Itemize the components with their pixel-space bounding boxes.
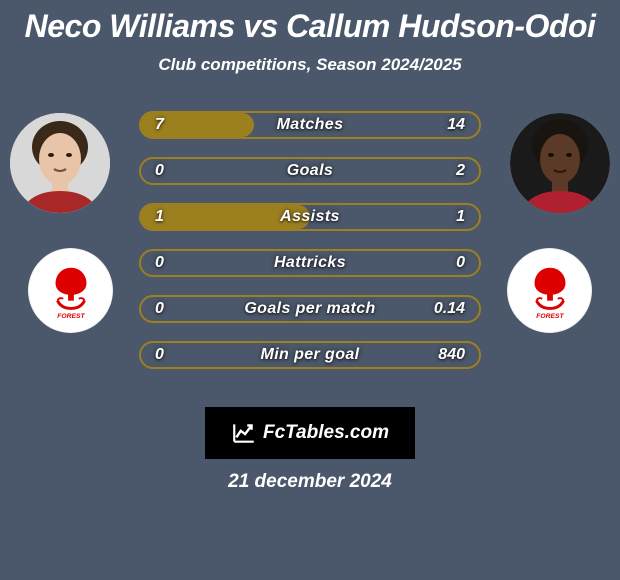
comparison-bars: 714Matches 02Goals 11Assists 00Hattricks 00.… (139, 111, 481, 387)
player-right-avatar-svg (510, 113, 610, 213)
comparison-main: FOREST FOREST 714Matches 02Goals 11Assists… (0, 103, 620, 393)
stat-row: 00.14Goals per match (139, 295, 481, 323)
forest-crest-icon: FOREST (521, 262, 579, 320)
chart-line-icon (231, 420, 257, 446)
stat-row: 0840Min per goal (139, 341, 481, 369)
player-left-avatar (10, 113, 110, 213)
stat-row: 02Goals (139, 157, 481, 185)
stat-label: Matches (141, 113, 479, 137)
stat-row: 11Assists (139, 203, 481, 231)
stat-label: Goals (141, 159, 479, 183)
svg-text:FOREST: FOREST (536, 313, 564, 320)
club-left-badge: FOREST (28, 248, 113, 333)
subtitle: Club competitions, Season 2024/2025 (0, 55, 620, 75)
comparison-card: Neco Williams vs Callum Hudson-Odoi Club… (0, 0, 620, 580)
brand-logo[interactable]: FcTables.com (205, 407, 415, 459)
stat-label: Goals per match (141, 297, 479, 321)
player-right-avatar (510, 113, 610, 213)
stat-row: 714Matches (139, 111, 481, 139)
stat-label: Hattricks (141, 251, 479, 275)
stat-row: 00Hattricks (139, 249, 481, 277)
stat-label: Assists (141, 205, 479, 229)
svg-text:FOREST: FOREST (57, 313, 85, 320)
page-title: Neco Williams vs Callum Hudson-Odoi (0, 0, 620, 45)
date-label: 21 december 2024 (0, 471, 620, 493)
forest-crest-icon: FOREST (42, 262, 100, 320)
club-right-badge: FOREST (507, 248, 592, 333)
player-left-avatar-svg (10, 113, 110, 213)
stat-label: Min per goal (141, 343, 479, 367)
brand-text: FcTables.com (263, 422, 389, 444)
